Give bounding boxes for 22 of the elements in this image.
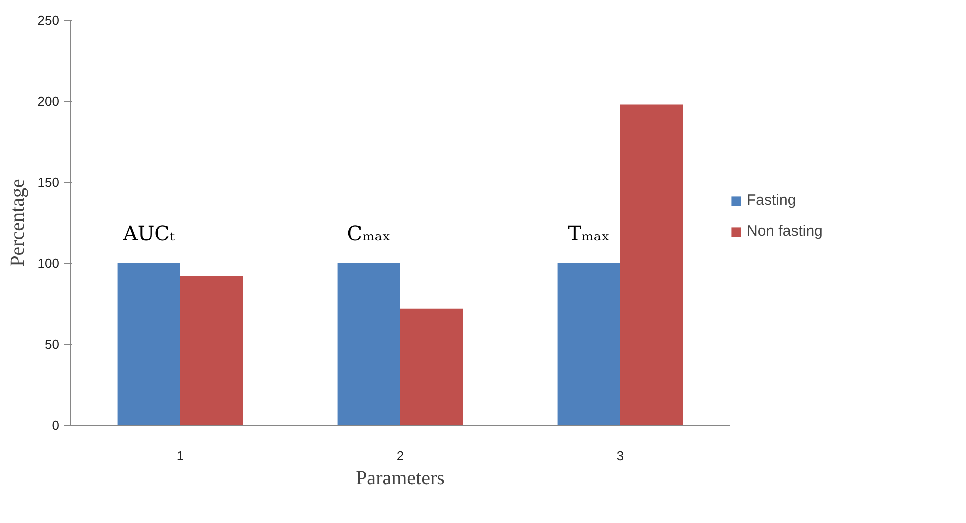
x-tick-label: 2: [396, 448, 404, 464]
x-axis-title: Parameters: [356, 468, 446, 490]
annotation: Tₘₐₓ: [568, 222, 610, 246]
y-tick-label: 100: [38, 256, 60, 271]
bar: [400, 308, 464, 426]
annotation: AUCₜ: [122, 222, 175, 246]
x-tick-label: 3: [616, 448, 624, 464]
y-tick-label: 0: [52, 418, 60, 433]
bar: [180, 276, 244, 426]
bar: [558, 264, 620, 426]
legend-label: Non fasting: [747, 223, 823, 240]
y-tick-label: 50: [45, 337, 60, 352]
y-axis-title: Percentage: [6, 179, 29, 267]
bar: [620, 104, 684, 426]
bar: [118, 264, 180, 426]
y-tick-label: 200: [38, 94, 60, 109]
y-tick-label: 150: [38, 175, 60, 190]
x-tick-label: 1: [176, 448, 184, 464]
annotation: Cₘₐₓ: [347, 222, 392, 246]
y-tick-label: 250: [38, 13, 60, 28]
legend-label: Fasting: [747, 192, 796, 209]
bar: [338, 264, 400, 426]
